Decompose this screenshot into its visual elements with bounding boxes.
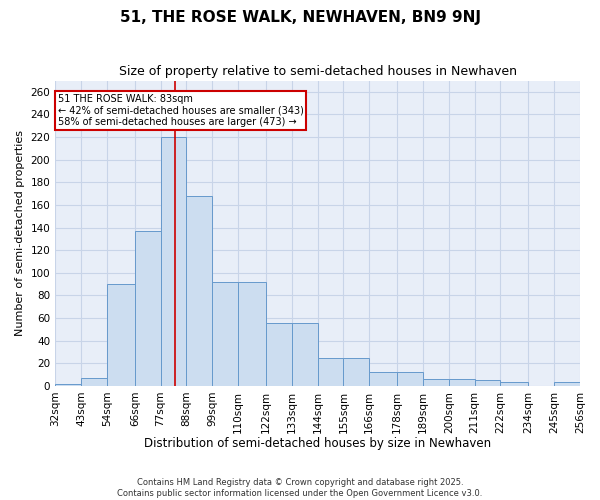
Bar: [343, 358, 369, 386]
Y-axis label: Number of semi-detached properties: Number of semi-detached properties: [15, 130, 25, 336]
X-axis label: Distribution of semi-detached houses by size in Newhaven: Distribution of semi-detached houses by …: [144, 437, 491, 450]
Bar: [500, 382, 529, 386]
Bar: [212, 282, 238, 386]
Title: Size of property relative to semi-detached houses in Newhaven: Size of property relative to semi-detach…: [119, 65, 517, 78]
Bar: [238, 282, 266, 386]
Bar: [292, 322, 317, 386]
Bar: [369, 372, 397, 386]
Bar: [397, 372, 423, 386]
Text: Contains HM Land Registry data © Crown copyright and database right 2025.
Contai: Contains HM Land Registry data © Crown c…: [118, 478, 482, 498]
Bar: [81, 378, 107, 386]
Bar: [266, 322, 292, 386]
Bar: [161, 137, 187, 386]
Bar: [449, 379, 475, 386]
Bar: [475, 380, 500, 386]
Bar: [423, 379, 449, 386]
Bar: [187, 196, 212, 386]
Bar: [55, 384, 81, 386]
Bar: [317, 358, 343, 386]
Bar: [135, 231, 161, 386]
Bar: [580, 384, 600, 386]
Text: 51 THE ROSE WALK: 83sqm
← 42% of semi-detached houses are smaller (343)
58% of s: 51 THE ROSE WALK: 83sqm ← 42% of semi-de…: [58, 94, 304, 128]
Bar: [554, 382, 580, 386]
Bar: [107, 284, 135, 386]
Text: 51, THE ROSE WALK, NEWHAVEN, BN9 9NJ: 51, THE ROSE WALK, NEWHAVEN, BN9 9NJ: [119, 10, 481, 25]
